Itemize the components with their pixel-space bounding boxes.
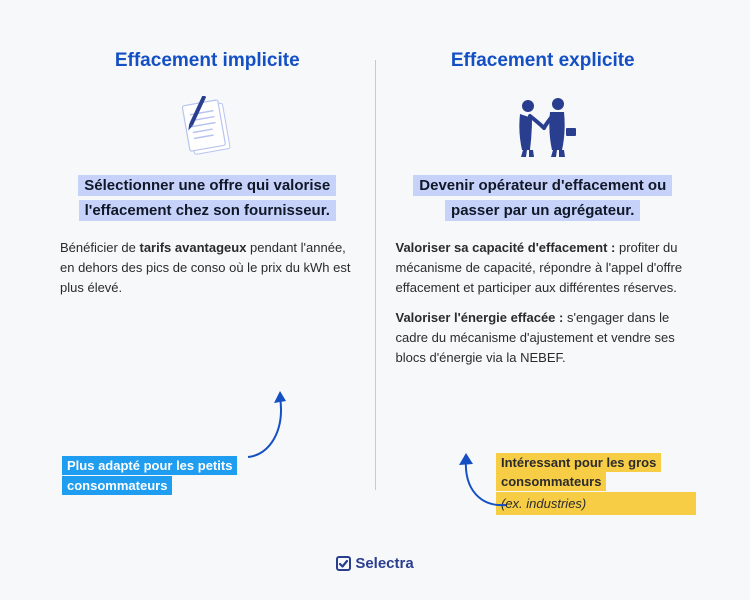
- left-tagline: Sélectionner une offre qui valorise l'ef…: [78, 175, 336, 221]
- left-body-bold: tarifs avantageux: [140, 240, 247, 255]
- right-badge-wrap: Intéressant pour les gros consommateurs …: [496, 453, 696, 516]
- right-tagline: Devenir opérateur d'effacement ou passer…: [413, 175, 672, 221]
- left-badge: Plus adapté pour les petits consommateur…: [62, 456, 237, 495]
- left-column: Effacement implicite: [40, 50, 375, 535]
- left-tagline-wrap: Sélectionner une offre qui valorise l'ef…: [60, 174, 355, 224]
- two-people-handshake-icon: [500, 92, 586, 160]
- footer-brand: Selectra: [0, 555, 750, 600]
- curved-arrow-up-icon: [240, 385, 300, 465]
- right-badge-line2: (ex. industries): [496, 492, 696, 516]
- infographic-canvas: Effacement implicite: [0, 0, 750, 600]
- right-title: Effacement explicite: [451, 50, 635, 72]
- right-p2-bold: Valoriser l'énergie effacée :: [396, 310, 564, 325]
- document-pen-icon: [170, 92, 244, 160]
- left-body-paragraph: Bénéficier de tarifs avantageux pendant …: [60, 238, 355, 298]
- right-body: Valoriser sa capacité d'effacement : pro…: [396, 238, 691, 379]
- left-body-pre: Bénéficier de: [60, 240, 140, 255]
- columns-container: Effacement implicite: [0, 0, 750, 555]
- footer-brand-text: Selectra: [355, 555, 413, 572]
- right-column: Effacement explicite: [376, 50, 711, 535]
- right-p1-bold: Valoriser sa capacité d'effacement :: [396, 240, 616, 255]
- right-badge-line1: Intéressant pour les gros consommateurs: [496, 453, 661, 492]
- right-tagline-wrap: Devenir opérateur d'effacement ou passer…: [396, 174, 691, 224]
- left-title: Effacement implicite: [115, 50, 300, 72]
- left-body: Bénéficier de tarifs avantageux pendant …: [60, 238, 355, 308]
- checkbox-icon: [336, 556, 351, 571]
- right-p2: Valoriser l'énergie effacée : s'engager …: [396, 308, 691, 368]
- left-badge-wrap: Plus adapté pour les petits consommateur…: [62, 456, 262, 495]
- right-p1: Valoriser sa capacité d'effacement : pro…: [396, 238, 691, 298]
